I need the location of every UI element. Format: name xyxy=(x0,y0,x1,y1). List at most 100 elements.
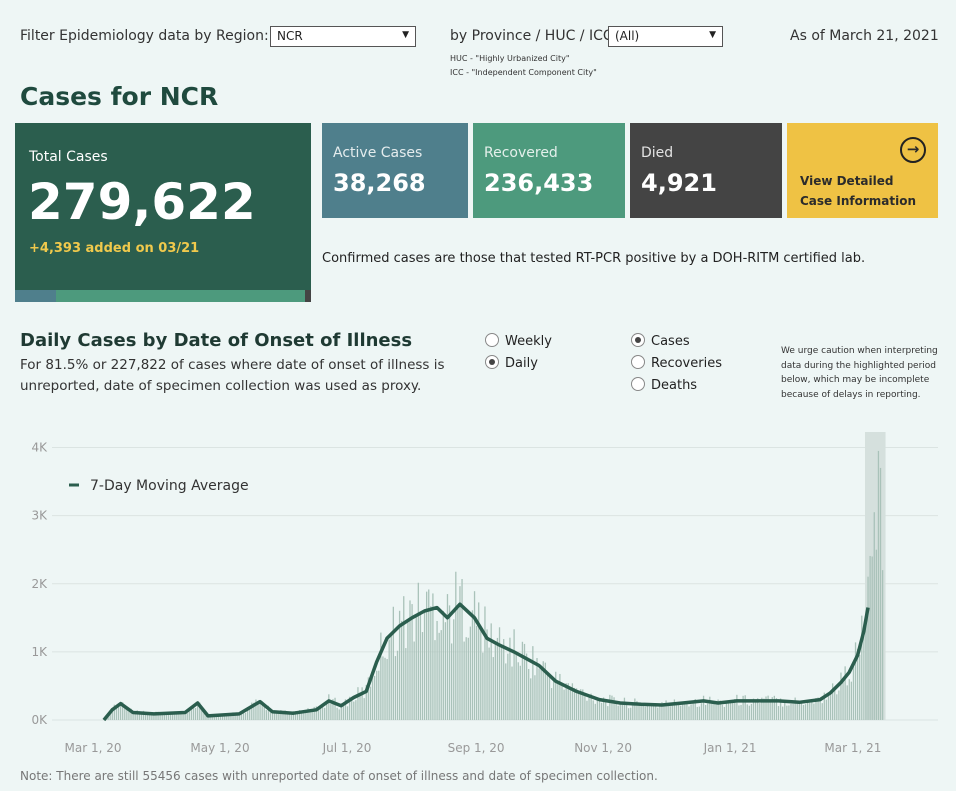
daily-bar xyxy=(852,666,855,720)
page-title: Cases for NCR xyxy=(20,82,219,111)
daily-bar xyxy=(317,708,320,720)
province-select[interactable]: (All) ▼ xyxy=(608,26,723,47)
daily-bar xyxy=(773,695,775,720)
daily-bar xyxy=(294,711,297,720)
x-tick-label: Mar 1, 21 xyxy=(824,741,881,755)
daily-bar xyxy=(357,687,359,720)
daily-bar xyxy=(417,582,419,720)
daily-bar xyxy=(596,698,599,720)
daily-bar xyxy=(351,697,353,720)
daily-bar xyxy=(378,670,380,720)
radio-label: Weekly xyxy=(505,334,552,349)
daily-bar xyxy=(613,697,615,720)
daily-bar xyxy=(817,697,819,720)
daily-bar xyxy=(386,659,388,720)
radio-dot xyxy=(631,377,645,391)
daily-bar xyxy=(373,675,376,720)
daily-bar xyxy=(696,706,698,720)
province-filter-label: by Province / HUC / ICC: xyxy=(450,28,618,44)
daily-bar xyxy=(282,710,284,720)
daily-bar xyxy=(602,697,605,720)
daily-bar xyxy=(151,714,153,720)
daily-bar xyxy=(430,606,432,720)
daily-bar xyxy=(505,663,507,720)
daily-bar xyxy=(176,713,178,720)
daily-bar xyxy=(147,714,149,720)
daily-bar xyxy=(802,704,805,720)
x-tick-label: Jul 1, 20 xyxy=(322,741,372,755)
daily-bar xyxy=(492,657,494,720)
daily-bar xyxy=(363,698,365,720)
total-cases-label: Total Cases xyxy=(29,149,108,165)
daily-bar xyxy=(182,714,184,720)
daily-bar xyxy=(594,703,596,720)
daily-bar xyxy=(825,699,828,720)
daily-bar xyxy=(659,703,661,720)
daily-bar xyxy=(611,695,613,720)
radio-weekly[interactable]: Weekly xyxy=(485,333,552,351)
y-tick-label: 1K xyxy=(31,645,48,659)
daily-bar xyxy=(861,615,863,720)
radio-daily[interactable]: Daily xyxy=(485,355,538,373)
daily-bar xyxy=(344,699,347,720)
died-value: 4,921 xyxy=(641,169,717,197)
daily-bar xyxy=(421,632,424,720)
daily-bar xyxy=(469,626,472,720)
daily-bar xyxy=(509,637,511,720)
daily-bar xyxy=(609,694,611,720)
daily-bar xyxy=(190,707,193,720)
daily-bar xyxy=(859,654,861,720)
chart-grid xyxy=(52,447,938,721)
daily-bar xyxy=(677,704,680,720)
y-tick-label: 2K xyxy=(31,577,48,591)
daily-bar xyxy=(169,711,172,720)
radio-deaths[interactable]: Deaths xyxy=(631,377,697,395)
daily-bar xyxy=(446,594,449,720)
x-tick-label: May 1, 20 xyxy=(190,741,249,755)
daily-bar xyxy=(384,657,386,720)
radio-dot xyxy=(485,355,499,369)
total-cases-card: Total Cases 279,622 +4,393 added on 03/2… xyxy=(15,123,311,302)
radio-label: Daily xyxy=(505,356,538,371)
daily-bar xyxy=(879,467,882,720)
daily-bar xyxy=(219,714,222,720)
daily-bar xyxy=(367,677,370,720)
daily-bar xyxy=(721,704,723,720)
daily-bar xyxy=(838,690,840,720)
daily-bar xyxy=(759,703,761,720)
chevron-down-icon: ▼ xyxy=(402,30,409,40)
view-detailed-button[interactable]: → View Detailed Case Information xyxy=(787,123,938,218)
daily-bar xyxy=(867,576,869,720)
daily-bar xyxy=(863,634,865,720)
daily-bar xyxy=(290,714,292,720)
daily-bar xyxy=(361,687,363,720)
daily-bar xyxy=(655,703,657,720)
daily-bar xyxy=(159,713,161,720)
daily-bar xyxy=(588,697,590,720)
daily-bar xyxy=(340,703,342,720)
daily-bar xyxy=(544,662,546,720)
x-axis-ticks: Mar 1, 20 May 1, 20 Jul 1, 20 Sep 1, 20 Nov … xyxy=(65,741,882,755)
daily-bar xyxy=(199,702,201,720)
daily-bar xyxy=(319,706,322,720)
radio-recoveries[interactable]: Recoveries xyxy=(631,355,722,373)
daily-bar xyxy=(403,596,405,720)
daily-bar xyxy=(213,716,215,720)
daily-bar xyxy=(846,685,848,720)
daily-bar xyxy=(244,712,247,720)
daily-bar xyxy=(482,652,484,720)
daily-bar xyxy=(757,698,759,720)
x-tick-label: Jan 1, 21 xyxy=(703,741,757,755)
daily-bar xyxy=(480,629,482,720)
recovered-value: 236,433 xyxy=(484,169,594,197)
radio-cases[interactable]: Cases xyxy=(631,333,690,351)
daily-bar xyxy=(532,646,534,720)
daily-bar xyxy=(276,710,278,720)
daily-bar xyxy=(752,698,755,720)
daily-bar xyxy=(415,616,417,720)
daily-bar xyxy=(390,633,392,720)
daily-bar xyxy=(754,701,757,720)
region-select[interactable]: NCR ▼ xyxy=(270,26,416,47)
daily-bar xyxy=(255,699,257,720)
daily-bar xyxy=(396,650,399,720)
